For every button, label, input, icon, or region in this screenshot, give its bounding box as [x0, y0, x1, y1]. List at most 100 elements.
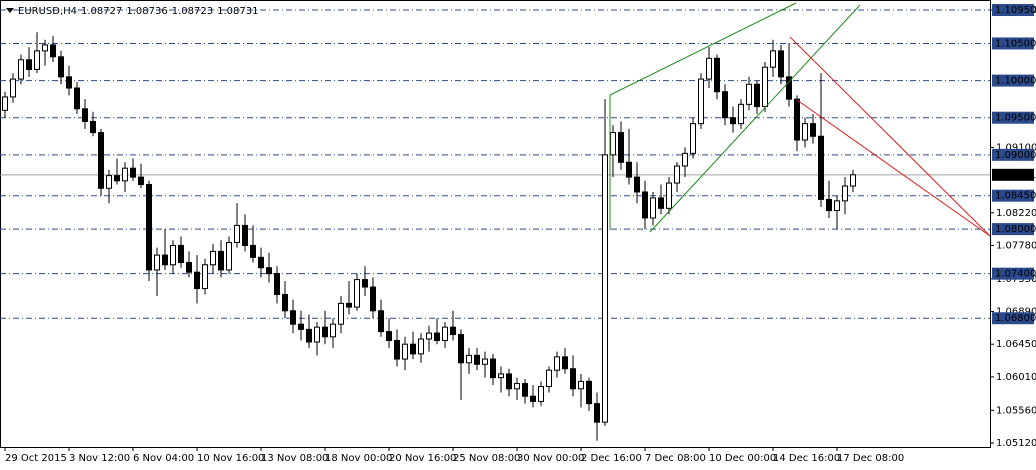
candle-body	[690, 123, 696, 154]
candle-body	[58, 56, 64, 78]
level-label: 1.07400	[995, 269, 1036, 280]
header-price: 1.08723	[172, 6, 213, 17]
candle-body	[82, 108, 88, 122]
candle-body	[186, 262, 192, 273]
candle-body	[458, 334, 464, 364]
candle-body	[234, 224, 240, 243]
x-tick-label: 14 Dec 16:00	[773, 453, 840, 464]
candle-body	[170, 244, 176, 266]
trendline	[649, 4, 861, 233]
candle-body	[618, 132, 624, 163]
candle-body	[378, 310, 384, 333]
candle-body	[522, 383, 528, 397]
candle-body	[402, 343, 408, 360]
candle-body	[418, 338, 424, 355]
x-tick-label: 13 Nov 08:00	[261, 453, 328, 464]
candle-body	[722, 91, 728, 119]
candle-body	[10, 78, 16, 98]
candle-body	[586, 380, 592, 405]
candle-body	[762, 66, 768, 108]
candle-body	[738, 103, 744, 125]
level-box	[992, 223, 1034, 236]
candle-body	[466, 354, 472, 364]
candle-body	[226, 241, 232, 271]
x-tick-label: 30 Nov 00:00	[517, 453, 584, 464]
candle-body	[650, 197, 656, 219]
candle-body	[306, 328, 312, 343]
candle-body	[538, 386, 544, 402]
current-price-box	[992, 168, 1034, 181]
candle-body	[802, 123, 808, 141]
y-tick-label: 1.06010	[996, 372, 1036, 383]
candle-body	[850, 174, 856, 187]
candle-body	[258, 256, 264, 269]
candle-body	[282, 293, 288, 312]
level-box	[992, 74, 1034, 87]
header-price: 1.08731	[217, 6, 258, 17]
candle-body	[370, 286, 376, 312]
x-tick-label: 10 Dec 00:00	[709, 453, 776, 464]
x-tick-label: 10 Nov 16:00	[197, 453, 264, 464]
y-tick-label: 1.08220	[996, 208, 1036, 219]
candle-body	[818, 135, 824, 200]
candle-body	[162, 254, 168, 266]
candle-body	[562, 356, 568, 370]
candle-body	[842, 185, 848, 202]
candle-body	[154, 254, 160, 271]
candle-body	[826, 198, 832, 212]
level-box	[992, 312, 1034, 325]
candle-body	[2, 96, 8, 111]
candle-body	[34, 50, 40, 70]
candle-body	[554, 356, 560, 371]
candle-body	[210, 250, 216, 266]
x-tick-label: 29 Oct 2015	[5, 453, 67, 464]
level-label: 1.08000	[995, 224, 1036, 235]
candle-body	[330, 323, 336, 338]
candle-body	[706, 57, 712, 80]
candle-body	[322, 326, 328, 338]
candle-body	[146, 184, 152, 271]
y-tick-label: 1.06450	[996, 339, 1036, 350]
level-label: 1.08450	[995, 191, 1036, 202]
candle-body	[810, 123, 816, 137]
current-price-label: 1.08731	[995, 170, 1036, 181]
candle-body	[698, 78, 704, 125]
level-label: 1.09500	[995, 113, 1036, 124]
candle-body	[594, 403, 600, 423]
level-label: 1.10000	[995, 76, 1036, 87]
candle-body	[498, 373, 504, 379]
candle-body	[122, 167, 128, 182]
candle-body	[746, 83, 752, 105]
candle-body	[426, 332, 432, 340]
candle-body	[362, 279, 368, 288]
y-tick-label: 1.06890	[996, 307, 1036, 318]
candle-body	[482, 358, 488, 365]
candle-body	[634, 176, 640, 193]
level-box	[992, 267, 1034, 280]
trendline	[789, 36, 991, 237]
candle-body	[506, 373, 512, 390]
candle-body	[778, 50, 784, 78]
candle-body	[50, 44, 56, 58]
y-tick-label: 1.07780	[996, 240, 1036, 251]
level-box	[992, 4, 1034, 17]
x-tick-label: 6 Nov 04:00	[133, 453, 194, 464]
trendline	[796, 99, 991, 237]
candle-body	[450, 326, 456, 336]
candle-body	[66, 76, 72, 89]
marks	[0, 9, 990, 441]
candle-body	[266, 267, 272, 275]
candle-body	[298, 323, 304, 330]
candle-body	[410, 343, 416, 355]
x-tick-label: 25 Nov 08:00	[453, 453, 520, 464]
candle-body	[730, 117, 736, 125]
candle-body	[530, 395, 536, 402]
y-tick-label: 1.05120	[996, 438, 1036, 449]
candle-body	[602, 154, 608, 423]
candle-body	[130, 167, 136, 178]
candle-body	[514, 383, 520, 390]
x-tick-label: 7 Dec 08:00	[645, 453, 706, 464]
x-tick-label: 18 Nov 00:00	[325, 453, 392, 464]
trendline	[609, 2, 797, 96]
